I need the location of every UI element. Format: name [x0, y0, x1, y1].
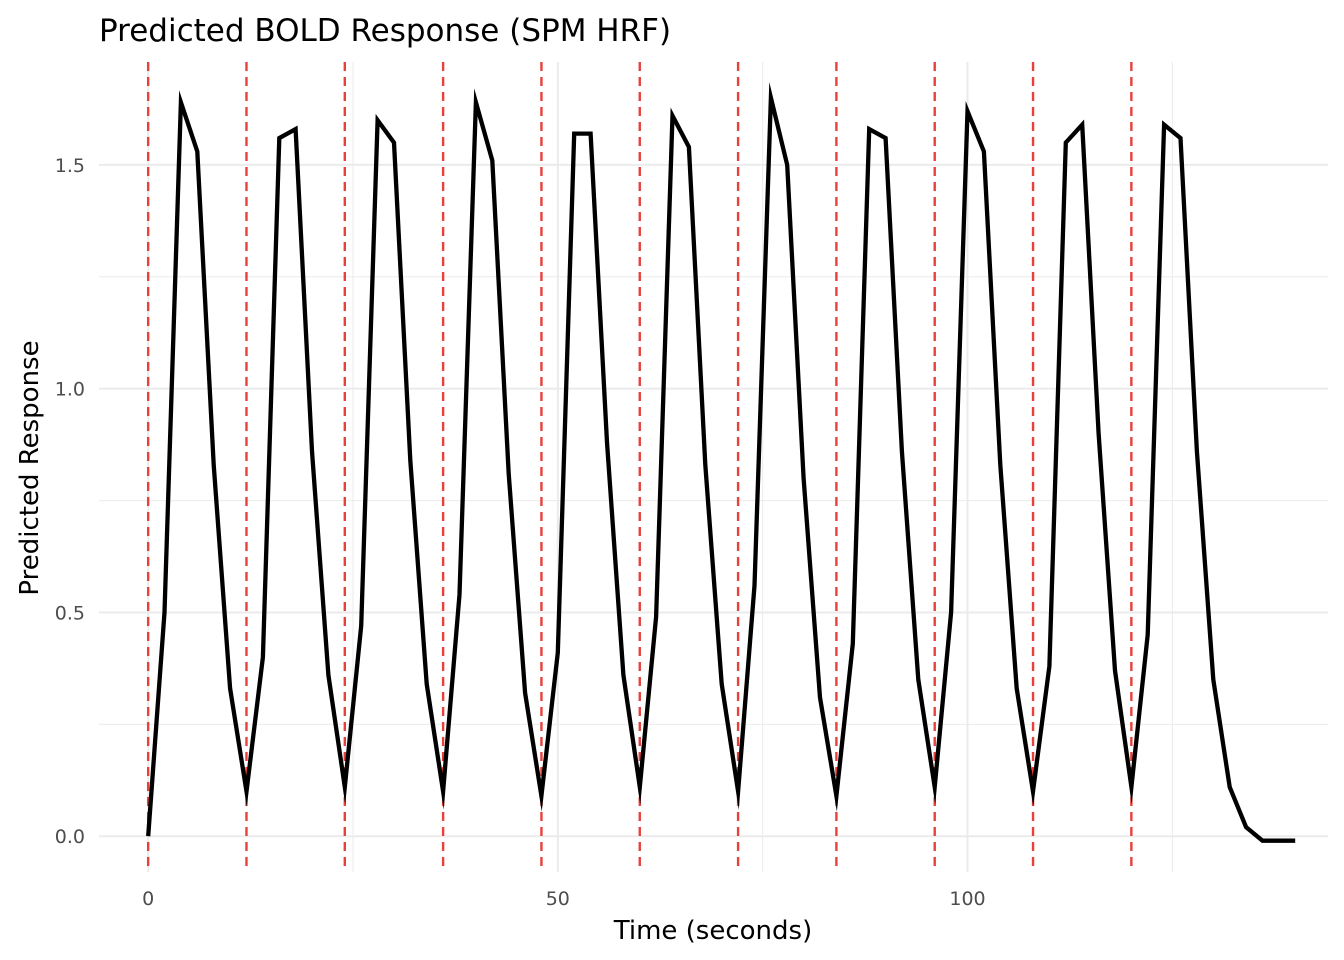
x-axis-title: Time (seconds)	[613, 916, 812, 946]
y-tick-label: 0.0	[55, 826, 85, 848]
y-tick-label: 1.0	[55, 379, 85, 401]
chart-title: Predicted BOLD Response (SPM HRF)	[99, 13, 671, 49]
x-tick-label: 0	[142, 888, 154, 910]
y-axis-ticks: 0.0 0.5 1.0 1.5	[55, 155, 85, 848]
grid-layer	[99, 62, 1328, 872]
y-tick-label: 0.5	[55, 602, 85, 624]
series-layer	[146, 82, 1296, 843]
x-tick-label: 100	[949, 888, 985, 910]
y-tick-label: 1.5	[55, 155, 85, 177]
series-line	[146, 82, 1296, 843]
x-tick-label: 50	[546, 888, 570, 910]
onset-lines	[146, 62, 1133, 872]
y-axis-title: Predicted Response	[15, 340, 45, 595]
x-axis-ticks: 0 50 100	[142, 888, 986, 910]
